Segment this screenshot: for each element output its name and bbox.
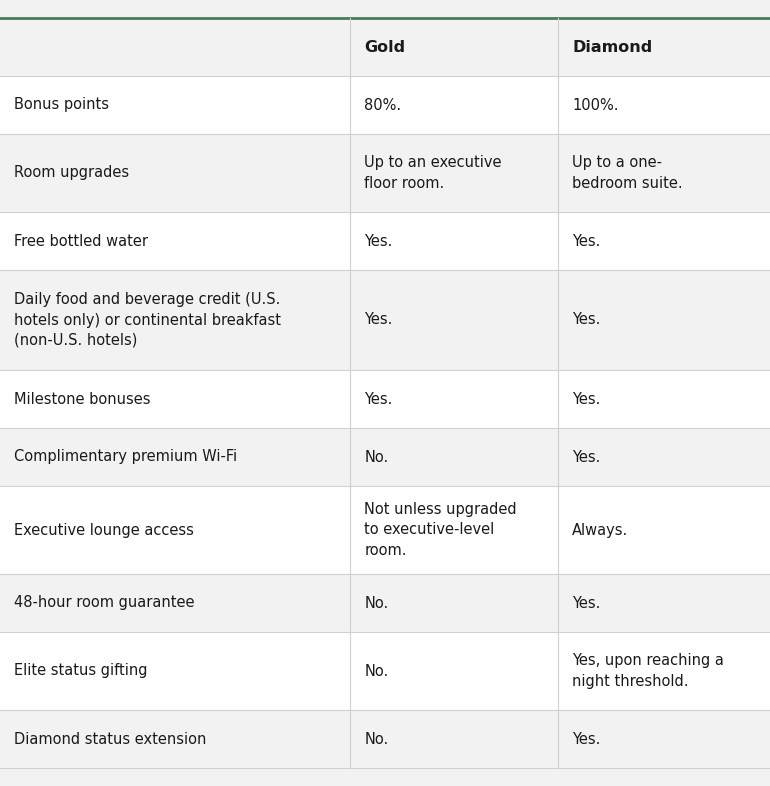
Text: Yes.: Yes. <box>364 391 393 406</box>
Bar <box>558 486 770 574</box>
Text: No.: No. <box>364 596 389 611</box>
Bar <box>558 212 770 270</box>
Bar <box>350 632 558 710</box>
Bar <box>0 428 350 486</box>
Bar <box>350 212 558 270</box>
Text: Complimentary premium Wi-Fi: Complimentary premium Wi-Fi <box>14 450 237 465</box>
Bar <box>0 370 350 428</box>
Bar <box>350 710 558 768</box>
Text: Up to a one-
bedroom suite.: Up to a one- bedroom suite. <box>572 156 683 191</box>
Text: Always.: Always. <box>572 523 628 538</box>
Text: No.: No. <box>364 732 389 747</box>
Bar <box>558 270 770 370</box>
Bar <box>350 76 558 134</box>
Text: Daily food and beverage credit (U.S.
hotels only) or continental breakfast
(non-: Daily food and beverage credit (U.S. hot… <box>14 292 281 348</box>
Bar <box>350 574 558 632</box>
Bar <box>0 270 350 370</box>
Text: 80%.: 80%. <box>364 97 401 112</box>
Bar <box>350 134 558 212</box>
Text: Room upgrades: Room upgrades <box>14 166 129 181</box>
Bar <box>558 574 770 632</box>
Text: Milestone bonuses: Milestone bonuses <box>14 391 150 406</box>
Bar <box>558 370 770 428</box>
Bar <box>0 486 350 574</box>
Bar <box>0 574 350 632</box>
Text: Diamond: Diamond <box>572 39 652 54</box>
Bar <box>558 76 770 134</box>
Bar <box>0 710 350 768</box>
Bar <box>558 134 770 212</box>
Text: Elite status gifting: Elite status gifting <box>14 663 148 678</box>
Bar <box>0 212 350 270</box>
Text: No.: No. <box>364 450 389 465</box>
Bar <box>350 486 558 574</box>
Bar <box>0 632 350 710</box>
Text: Yes.: Yes. <box>364 233 393 248</box>
Bar <box>350 370 558 428</box>
Bar <box>0 18 350 76</box>
Bar <box>558 428 770 486</box>
Text: 100%.: 100%. <box>572 97 619 112</box>
Text: Up to an executive
floor room.: Up to an executive floor room. <box>364 156 502 191</box>
Text: Not unless upgraded
to executive-level
room.: Not unless upgraded to executive-level r… <box>364 502 517 558</box>
Bar <box>0 134 350 212</box>
Text: Yes.: Yes. <box>572 233 601 248</box>
Bar <box>350 18 558 76</box>
Text: Yes.: Yes. <box>572 732 601 747</box>
Text: Yes.: Yes. <box>572 391 601 406</box>
Text: Free bottled water: Free bottled water <box>14 233 148 248</box>
Bar <box>350 270 558 370</box>
Text: Yes.: Yes. <box>572 313 601 328</box>
Bar <box>558 632 770 710</box>
Text: Yes.: Yes. <box>572 450 601 465</box>
Bar <box>0 76 350 134</box>
Bar <box>558 710 770 768</box>
Text: Yes.: Yes. <box>572 596 601 611</box>
Text: Bonus points: Bonus points <box>14 97 109 112</box>
Text: No.: No. <box>364 663 389 678</box>
Text: Yes.: Yes. <box>364 313 393 328</box>
Text: Diamond status extension: Diamond status extension <box>14 732 206 747</box>
Text: Yes, upon reaching a
night threshold.: Yes, upon reaching a night threshold. <box>572 653 724 689</box>
Text: 48-hour room guarantee: 48-hour room guarantee <box>14 596 195 611</box>
Text: Executive lounge access: Executive lounge access <box>14 523 194 538</box>
Bar <box>558 18 770 76</box>
Text: Gold: Gold <box>364 39 406 54</box>
Bar <box>350 428 558 486</box>
